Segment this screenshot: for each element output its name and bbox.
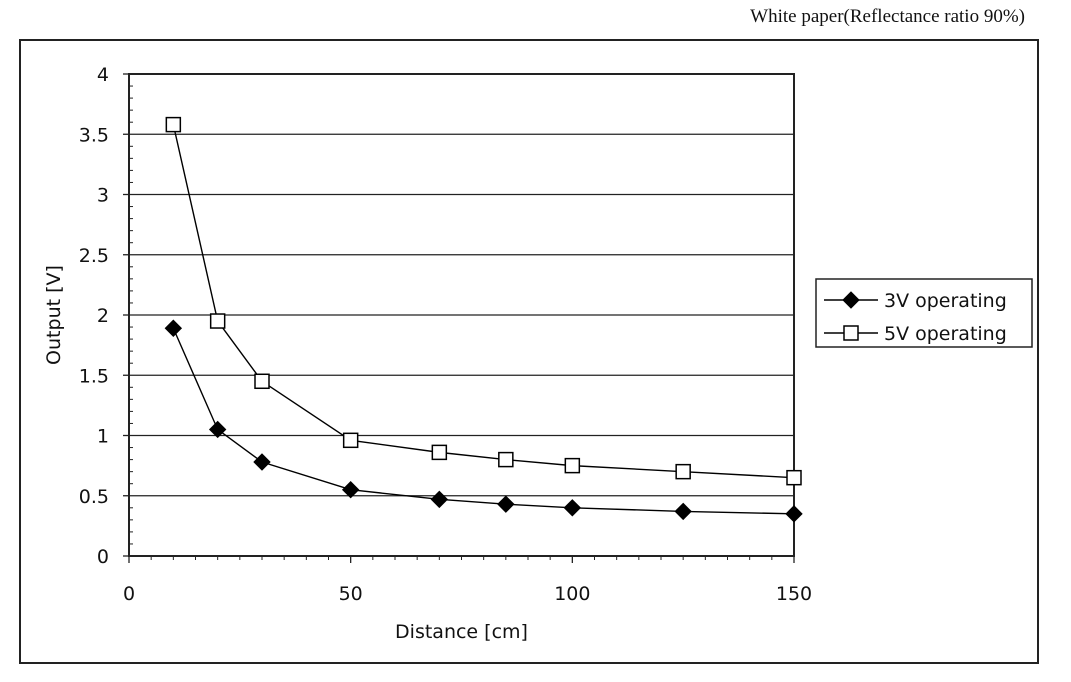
x-tick-label: 0 <box>123 583 135 605</box>
legend-label: 3V operating <box>884 290 1007 312</box>
y-tick-label: 4 <box>97 64 109 86</box>
data-point <box>164 319 183 337</box>
legend: 3V operating 5V operating <box>815 278 1033 348</box>
data-point <box>497 495 515 513</box>
series-line <box>172 327 795 515</box>
legend-box <box>815 278 1033 348</box>
y-tick-label: 0.5 <box>79 486 109 508</box>
x-tick-label: 50 <box>339 583 363 605</box>
legend-marker <box>843 325 859 341</box>
data-point <box>786 469 802 486</box>
x-tick-label: 100 <box>554 583 590 605</box>
data-point <box>785 505 803 523</box>
data-point <box>674 502 692 521</box>
data-point <box>254 373 270 390</box>
chart-frame <box>19 39 1039 664</box>
chart-caption: White paper(Reflectance ratio 90%) <box>750 6 1025 27</box>
legend-item: 5V operating <box>824 323 1007 345</box>
data-point <box>209 313 226 329</box>
y-tick-label: 2 <box>97 305 109 327</box>
x-axis-label: Distance [cm] <box>395 621 528 643</box>
grid-layer <box>129 133 794 497</box>
data-point <box>498 451 514 468</box>
data-point <box>675 463 691 480</box>
y-tick-label: 0 <box>97 546 109 568</box>
data-point <box>253 453 271 471</box>
legend-marker <box>842 291 860 309</box>
y-axis-label: Output [V] <box>43 265 65 365</box>
y-tick-label: 3 <box>97 185 109 207</box>
x-axis: 0 50 100 150 <box>123 556 812 605</box>
data-point <box>341 481 360 499</box>
y-tick-label: 3.5 <box>79 124 109 146</box>
legend-label: 5V operating <box>884 323 1007 345</box>
y-axis: 0 0.5 1 1.5 2 2.5 3 3.5 4 <box>79 64 133 568</box>
series-2 <box>165 116 802 486</box>
series-1 <box>164 319 803 523</box>
data-point <box>208 420 227 439</box>
data-point <box>342 432 359 449</box>
data-point <box>165 116 182 133</box>
y-tick-label: 1 <box>97 426 109 448</box>
legend-item: 3V operating <box>824 290 1007 312</box>
series-line <box>172 124 795 479</box>
data-point <box>564 457 581 474</box>
data-point <box>563 499 582 517</box>
y-tick-label: 2.5 <box>79 245 109 267</box>
data-point <box>430 490 449 509</box>
data-point <box>431 444 448 461</box>
series-layer <box>164 116 803 523</box>
x-tick-label: 150 <box>776 583 812 605</box>
y-tick-label: 1.5 <box>79 365 109 387</box>
